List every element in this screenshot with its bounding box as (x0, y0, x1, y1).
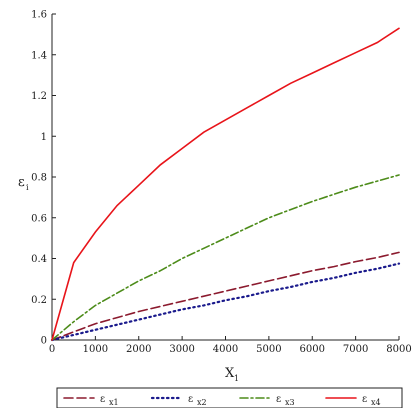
y-axis-label-group: ε i (18, 175, 29, 192)
x-tick-label: 3000 (169, 344, 194, 355)
y-tick-label: 0.4 (31, 254, 47, 265)
x-axis-label: X (225, 366, 235, 381)
x-tick-label: 7000 (343, 344, 368, 355)
legend-box (56, 387, 403, 408)
legend-label-subscript-4: x4 (371, 398, 381, 407)
legend-label-subscript-1: x1 (109, 398, 119, 407)
x-tick-label: 1000 (83, 344, 108, 355)
x-tick-label: 6000 (300, 344, 325, 355)
x-axis-label-group: X 1 (225, 366, 239, 383)
legend-label-4: ε (362, 394, 367, 405)
legend: ε x1 ε x2 ε x3 ε x4 (56, 387, 403, 408)
x-tick-label: 8000 (386, 344, 411, 355)
y-tick-label: 1.6 (31, 10, 47, 21)
y-axis-label-subscript: i (26, 183, 29, 192)
y-tick-label: 0.6 (31, 213, 47, 224)
series-line-1 (51, 251, 400, 341)
axes: 0 1000 2000 3000 4000 5000 6000 7000 8000 0 0.2 0.4… (31, 10, 412, 356)
series-line-4 (51, 27, 400, 341)
series-line-2 (50, 262, 401, 342)
y-axis-label: ε (18, 175, 25, 190)
legend-label-1: ε (100, 394, 105, 405)
x-axis-label-subscript: 1 (234, 374, 239, 383)
y-tick-label: 0 (41, 336, 47, 347)
y-tick-label: 0.8 (31, 173, 47, 184)
legend-label-2: ε (188, 394, 193, 405)
legend-label-3: ε (276, 394, 281, 405)
y-tick-label: 1.4 (31, 50, 47, 61)
legend-label-subscript-3: x3 (285, 398, 295, 407)
y-tick-label: 1 (41, 132, 47, 143)
y-tick-label: 0.2 (31, 295, 47, 306)
y-tick-label: 1.2 (31, 91, 47, 102)
series-line-3 (51, 174, 400, 341)
legend-label-subscript-2: x2 (197, 398, 207, 407)
x-tick-label: 2000 (126, 344, 151, 355)
x-tick-label: 4000 (213, 344, 238, 355)
series-lines (50, 27, 401, 342)
x-tick-label: 5000 (256, 344, 281, 355)
x-tick-label: 0 (49, 344, 55, 355)
